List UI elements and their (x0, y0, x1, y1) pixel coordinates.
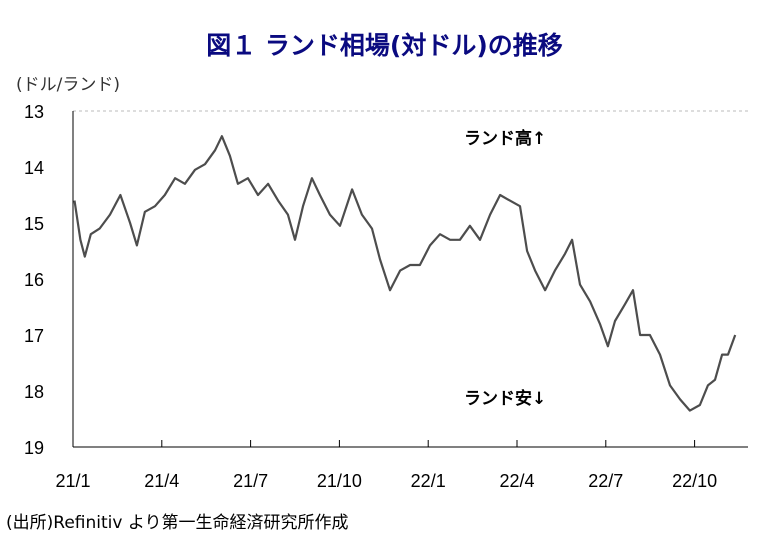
y-tick-label: 14 (24, 158, 44, 178)
source-note: (出所)Refinitiv より第一生命経済研究所作成 (6, 513, 349, 533)
y-tick-label: 18 (24, 382, 44, 402)
annotation-rand-weak: ランド安↓ (464, 388, 546, 409)
x-tick-label: 21/4 (144, 471, 179, 491)
y-tick-label: 17 (24, 326, 44, 346)
annotation-rand-strong: ランド高↑ (464, 128, 546, 149)
x-tick-label: 21/1 (55, 471, 90, 491)
y-tick-label: 19 (24, 438, 44, 458)
y-tick-label: 16 (24, 270, 44, 290)
usd-zar-series-line (73, 135, 737, 412)
x-tick-label: 21/10 (317, 471, 362, 491)
y-tick-label: 15 (24, 214, 44, 234)
x-tick-label: 22/4 (499, 471, 534, 491)
chart-title: 図１ ランド相場(対ドル)の推移 (206, 31, 563, 60)
y-axis-unit-label: (ドル/ランド) (16, 75, 120, 95)
x-tick-label: 22/10 (672, 471, 717, 491)
x-tick-label: 22/1 (411, 471, 446, 491)
y-tick-label: 13 (24, 102, 44, 122)
x-tick-label: 22/7 (588, 471, 623, 491)
x-tick-label: 21/7 (233, 471, 268, 491)
